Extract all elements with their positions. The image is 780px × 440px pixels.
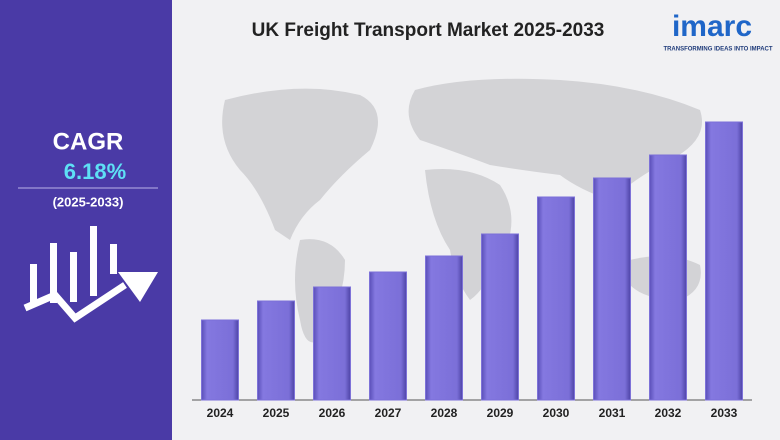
bar: [537, 196, 575, 401]
x-tick-label: 2024: [207, 406, 234, 420]
bar: [369, 271, 407, 401]
x-tick-label: 2033: [711, 406, 738, 420]
x-tick-label: 2032: [655, 406, 682, 420]
growth-icon: [23, 226, 158, 323]
cagr-period: (2025-2033): [53, 194, 124, 209]
cagr-rate: 6.18%: [64, 159, 126, 184]
bar: [201, 319, 239, 401]
side-panel: [0, 0, 172, 440]
bar: [257, 300, 295, 401]
x-tick-label: 2030: [543, 406, 570, 420]
x-tick-label: 2031: [599, 406, 626, 420]
bar: [481, 233, 519, 401]
cagr-label: CAGR: [53, 128, 124, 155]
x-tick-label: 2025: [263, 406, 290, 420]
x-tick-label: 2029: [487, 406, 514, 420]
chart-title: UK Freight Transport Market 2025-2033: [252, 20, 605, 41]
x-tick-label: 2026: [319, 406, 346, 420]
bar: [425, 255, 463, 401]
bar: [705, 121, 743, 401]
logo-tagline: TRANSFORMING IDEAS INTO IMPACT: [663, 47, 772, 53]
x-tick-label: 2028: [431, 406, 458, 420]
logo-name: imarc: [672, 10, 752, 43]
bar: [649, 154, 687, 401]
bar: [593, 177, 631, 401]
x-tick-label: 2027: [375, 406, 402, 420]
bar: [313, 286, 351, 401]
